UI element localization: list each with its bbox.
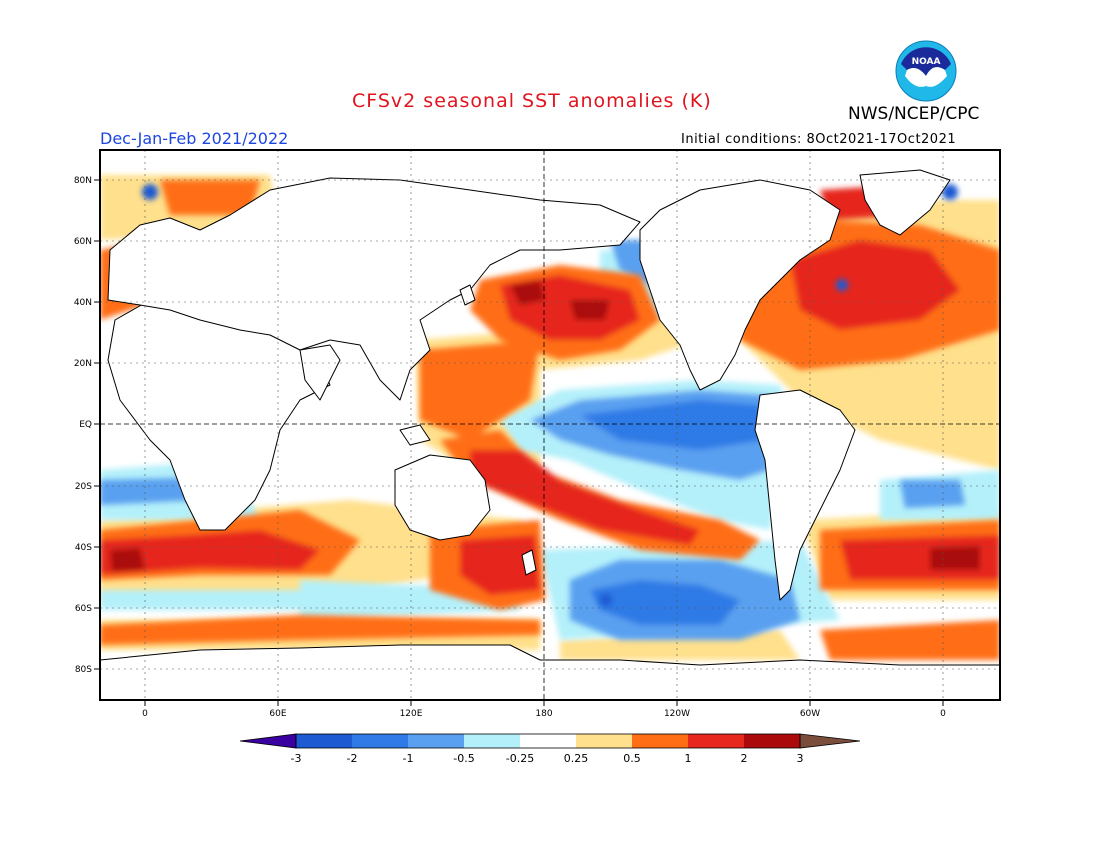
- anomaly-region: [420, 340, 540, 440]
- colorbar-label: -2: [347, 752, 358, 765]
- initial-conditions-label: Initial conditions: 8Oct2021-17Oct2021: [681, 132, 957, 147]
- colorbar-cell: [520, 734, 576, 748]
- lon-label: 180: [535, 709, 552, 719]
- lon-label: 60E: [269, 709, 286, 719]
- lon-label: 0: [940, 709, 946, 719]
- lon-label: 0: [142, 709, 148, 719]
- anomaly-region: [100, 530, 320, 575]
- anomaly-region: [470, 450, 700, 545]
- anomaly-region: [510, 280, 545, 305]
- continent-outlines: [100, 169, 1000, 700]
- anomaly-region: [100, 478, 200, 505]
- colorbar-label: 3: [797, 752, 804, 765]
- lat-label: 60S: [75, 604, 92, 614]
- anomaly-region: [570, 300, 610, 320]
- longitude-labels: 0 60E 120E 180 120W 60W 0: [142, 709, 946, 719]
- lat-label: 40N: [74, 298, 92, 308]
- anomaly-region: [900, 480, 965, 508]
- anomaly-region: [100, 590, 300, 610]
- lon-label: 120W: [664, 709, 690, 719]
- lon-label: 120E: [400, 709, 423, 719]
- anomaly-region: [580, 400, 765, 450]
- anomaly-region: [790, 240, 960, 330]
- colorbar-cell: [744, 734, 800, 748]
- anomaly-region: [100, 615, 540, 645]
- anomaly-region: [460, 535, 540, 595]
- anomaly-region: [160, 180, 260, 215]
- anomaly-region: [600, 594, 612, 606]
- anomaly-region: [110, 548, 145, 572]
- colorbar-cell: [688, 734, 744, 748]
- colorbar-cell: [408, 734, 464, 748]
- colorbar-label: 0.25: [564, 752, 589, 765]
- colorbar-cell: [800, 734, 860, 748]
- colorbar-cell: [632, 734, 688, 748]
- lon-label: 60W: [800, 709, 820, 719]
- lat-label: 20S: [75, 482, 92, 492]
- map-frame: [99, 149, 1001, 701]
- lat-label: 80S: [75, 665, 92, 675]
- colorbar-cell: [576, 734, 632, 748]
- colorbar-label: 1: [685, 752, 692, 765]
- colorbar-cell: [352, 734, 408, 748]
- lat-label: EQ: [79, 420, 92, 430]
- colorbar-label: -0.5: [453, 752, 474, 765]
- colorbar-label: -1: [403, 752, 414, 765]
- lat-label: 80N: [74, 176, 92, 186]
- anomaly-region: [930, 546, 980, 570]
- anomaly-region: [820, 620, 1000, 660]
- colorbar-label: -0.25: [506, 752, 534, 765]
- colorbar-label: 0.5: [623, 752, 641, 765]
- map-title: CFSv2 seasonal SST anomalies (K): [352, 90, 712, 112]
- anomaly-region: [942, 184, 958, 200]
- colorbar-label: -3: [291, 752, 302, 765]
- colorbar: -3 -2 -1 -0.5 -0.25 0.25 0.5 1 2 3: [239, 733, 861, 765]
- colorbar-cell: [296, 734, 352, 748]
- agency-label: NWS/NCEP/CPC: [848, 104, 980, 124]
- noaa-logo-icon: NOAA: [895, 40, 957, 102]
- anomaly-region: [590, 580, 740, 625]
- latitude-labels: 80N 60N 40N 20N EQ 20S 40S 60S 80S: [74, 176, 92, 675]
- lat-label: 40S: [75, 543, 92, 553]
- gridlines: [100, 150, 1000, 700]
- anomaly-field: [100, 150, 1000, 700]
- logo-text: NOAA: [912, 57, 941, 67]
- anomaly-region: [836, 279, 848, 291]
- colorbar-cell: [240, 734, 296, 748]
- lat-label: 20N: [74, 359, 92, 369]
- colorbar-cell: [464, 734, 520, 748]
- lat-label: 60N: [74, 237, 92, 247]
- anomaly-region: [142, 184, 158, 200]
- season-label: Dec-Jan-Feb 2021/2022: [100, 129, 289, 148]
- colorbar-label: 2: [741, 752, 748, 765]
